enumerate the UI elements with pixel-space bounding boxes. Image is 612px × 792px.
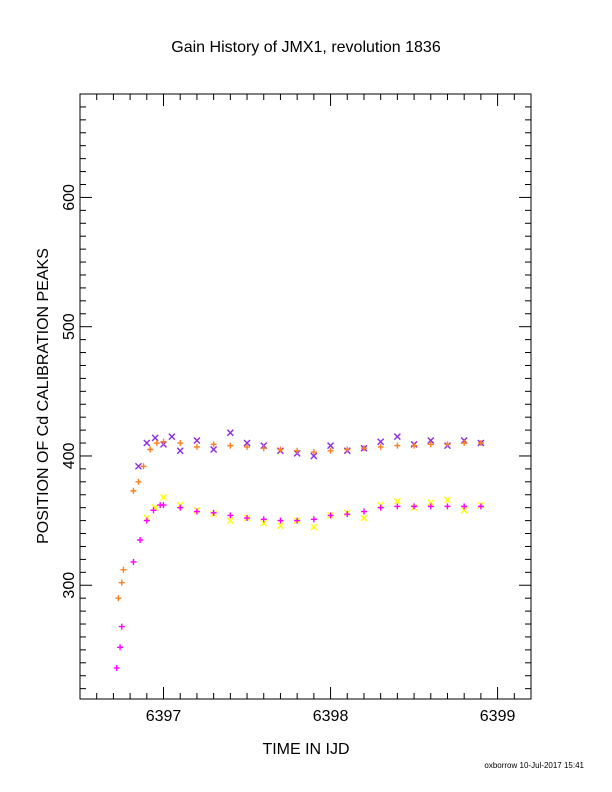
data-point-series-2 xyxy=(140,463,147,470)
data-point-series-2 xyxy=(210,441,217,448)
data-point-series-4 xyxy=(461,503,468,510)
data-point-series-2 xyxy=(294,447,301,454)
data-point-series-2 xyxy=(344,446,351,453)
data-point-series-2 xyxy=(130,487,137,494)
data-point-series-4 xyxy=(177,504,184,511)
data-point-series-2 xyxy=(277,446,284,453)
data-point-series-4 xyxy=(130,558,137,565)
data-point-series-4 xyxy=(160,502,167,509)
data-point-series-2 xyxy=(260,445,267,452)
x-tick-label-6399: 6399 xyxy=(480,708,516,725)
data-point-series-2 xyxy=(411,442,418,449)
axis-ticks xyxy=(80,94,531,699)
data-point-series-4 xyxy=(143,517,150,524)
data-point-series-1 xyxy=(377,438,385,446)
y-axis-label: POSITION OF Cd CALIBRATION PEAKS xyxy=(35,248,52,544)
data-point-series-1 xyxy=(393,433,401,441)
data-point-series-4 xyxy=(150,507,157,514)
y-tick-label-300: 300 xyxy=(61,572,78,599)
data-point-series-2 xyxy=(394,442,401,449)
data-point-series-2 xyxy=(177,440,184,447)
data-point-series-3 xyxy=(276,522,284,530)
plot-frame xyxy=(79,93,532,700)
data-point-series-1 xyxy=(427,436,435,444)
data-point-series-2 xyxy=(477,440,484,447)
data-point-series-1 xyxy=(134,462,142,470)
data-point-series-4 xyxy=(193,508,200,515)
data-point-series-4 xyxy=(227,512,234,519)
data-point-series-2 xyxy=(227,442,234,449)
data-point-series-4 xyxy=(244,515,251,522)
data-point-series-4 xyxy=(294,517,301,524)
data-point-series-4 xyxy=(411,503,418,510)
data-point-series-4 xyxy=(427,503,434,510)
data-point-series-2 xyxy=(120,566,127,573)
data-point-series-3 xyxy=(260,519,268,527)
data-point-series-1 xyxy=(151,434,159,442)
data-point-series-4 xyxy=(360,508,367,515)
y-tick-label-600: 600 xyxy=(61,184,78,211)
data-point-series-4 xyxy=(118,623,125,630)
data-point-series-2 xyxy=(327,447,334,454)
data-point-series-2 xyxy=(135,478,142,485)
data-point-series-2 xyxy=(160,438,167,445)
data-point-series-3 xyxy=(226,517,234,525)
data-point-series-2 xyxy=(427,441,434,448)
x-tick-label-6398: 6398 xyxy=(313,708,349,725)
data-point-series-2 xyxy=(461,440,468,447)
data-point-series-4 xyxy=(113,664,120,671)
data-point-series-1 xyxy=(243,439,251,447)
footer-credit: oxborrow 10-Jul-2017 15:41 xyxy=(484,761,584,770)
data-point-series-4 xyxy=(327,512,334,519)
data-point-series-2 xyxy=(377,443,384,450)
data-point-series-1 xyxy=(310,452,318,460)
data-point-series-2 xyxy=(115,595,122,602)
data-point-series-1 xyxy=(193,436,201,444)
data-point-series-1 xyxy=(143,439,151,447)
data-point-series-4 xyxy=(394,503,401,510)
chart-title: Gain History of JMX1, revolution 1836 xyxy=(171,39,441,56)
data-point-series-4 xyxy=(277,517,284,524)
data-point-series-1 xyxy=(226,429,234,437)
x-tick-label-6397: 6397 xyxy=(146,708,182,725)
data-point-series-4 xyxy=(260,516,267,523)
data-point-series-2 xyxy=(147,446,154,453)
data-point-series-2 xyxy=(118,579,125,586)
data-point-series-3 xyxy=(460,506,468,514)
data-point-series-3 xyxy=(310,523,318,531)
data-point-series-4 xyxy=(377,504,384,511)
data-point-series-4 xyxy=(137,536,144,543)
data-point-series-4 xyxy=(117,644,124,651)
data-point-series-1 xyxy=(210,446,218,453)
data-point-series-1 xyxy=(168,433,176,441)
data-point-series-3 xyxy=(160,493,168,501)
data-point-series-2 xyxy=(360,445,367,452)
data-point-series-4 xyxy=(444,503,451,510)
data-point-series-2 xyxy=(153,440,160,447)
data-point-series-2 xyxy=(310,449,317,456)
y-tick-label-400: 400 xyxy=(61,443,78,470)
data-point-series-2 xyxy=(444,441,451,448)
data-point-series-4 xyxy=(310,516,317,523)
plot-marks xyxy=(113,429,485,671)
data-point-series-3 xyxy=(360,514,368,522)
y-tick-label-500: 500 xyxy=(61,313,78,340)
data-point-series-4 xyxy=(477,503,484,510)
x-axis-label: TIME IN IJD xyxy=(262,741,349,758)
data-point-series-3 xyxy=(393,497,401,505)
data-point-series-2 xyxy=(244,443,251,450)
data-point-series-4 xyxy=(210,509,217,516)
data-point-series-1 xyxy=(176,447,184,455)
data-point-series-3 xyxy=(443,496,451,504)
data-point-series-2 xyxy=(193,443,200,450)
data-point-series-1 xyxy=(327,442,335,450)
data-point-series-3 xyxy=(427,499,435,506)
data-point-series-4 xyxy=(344,511,351,518)
